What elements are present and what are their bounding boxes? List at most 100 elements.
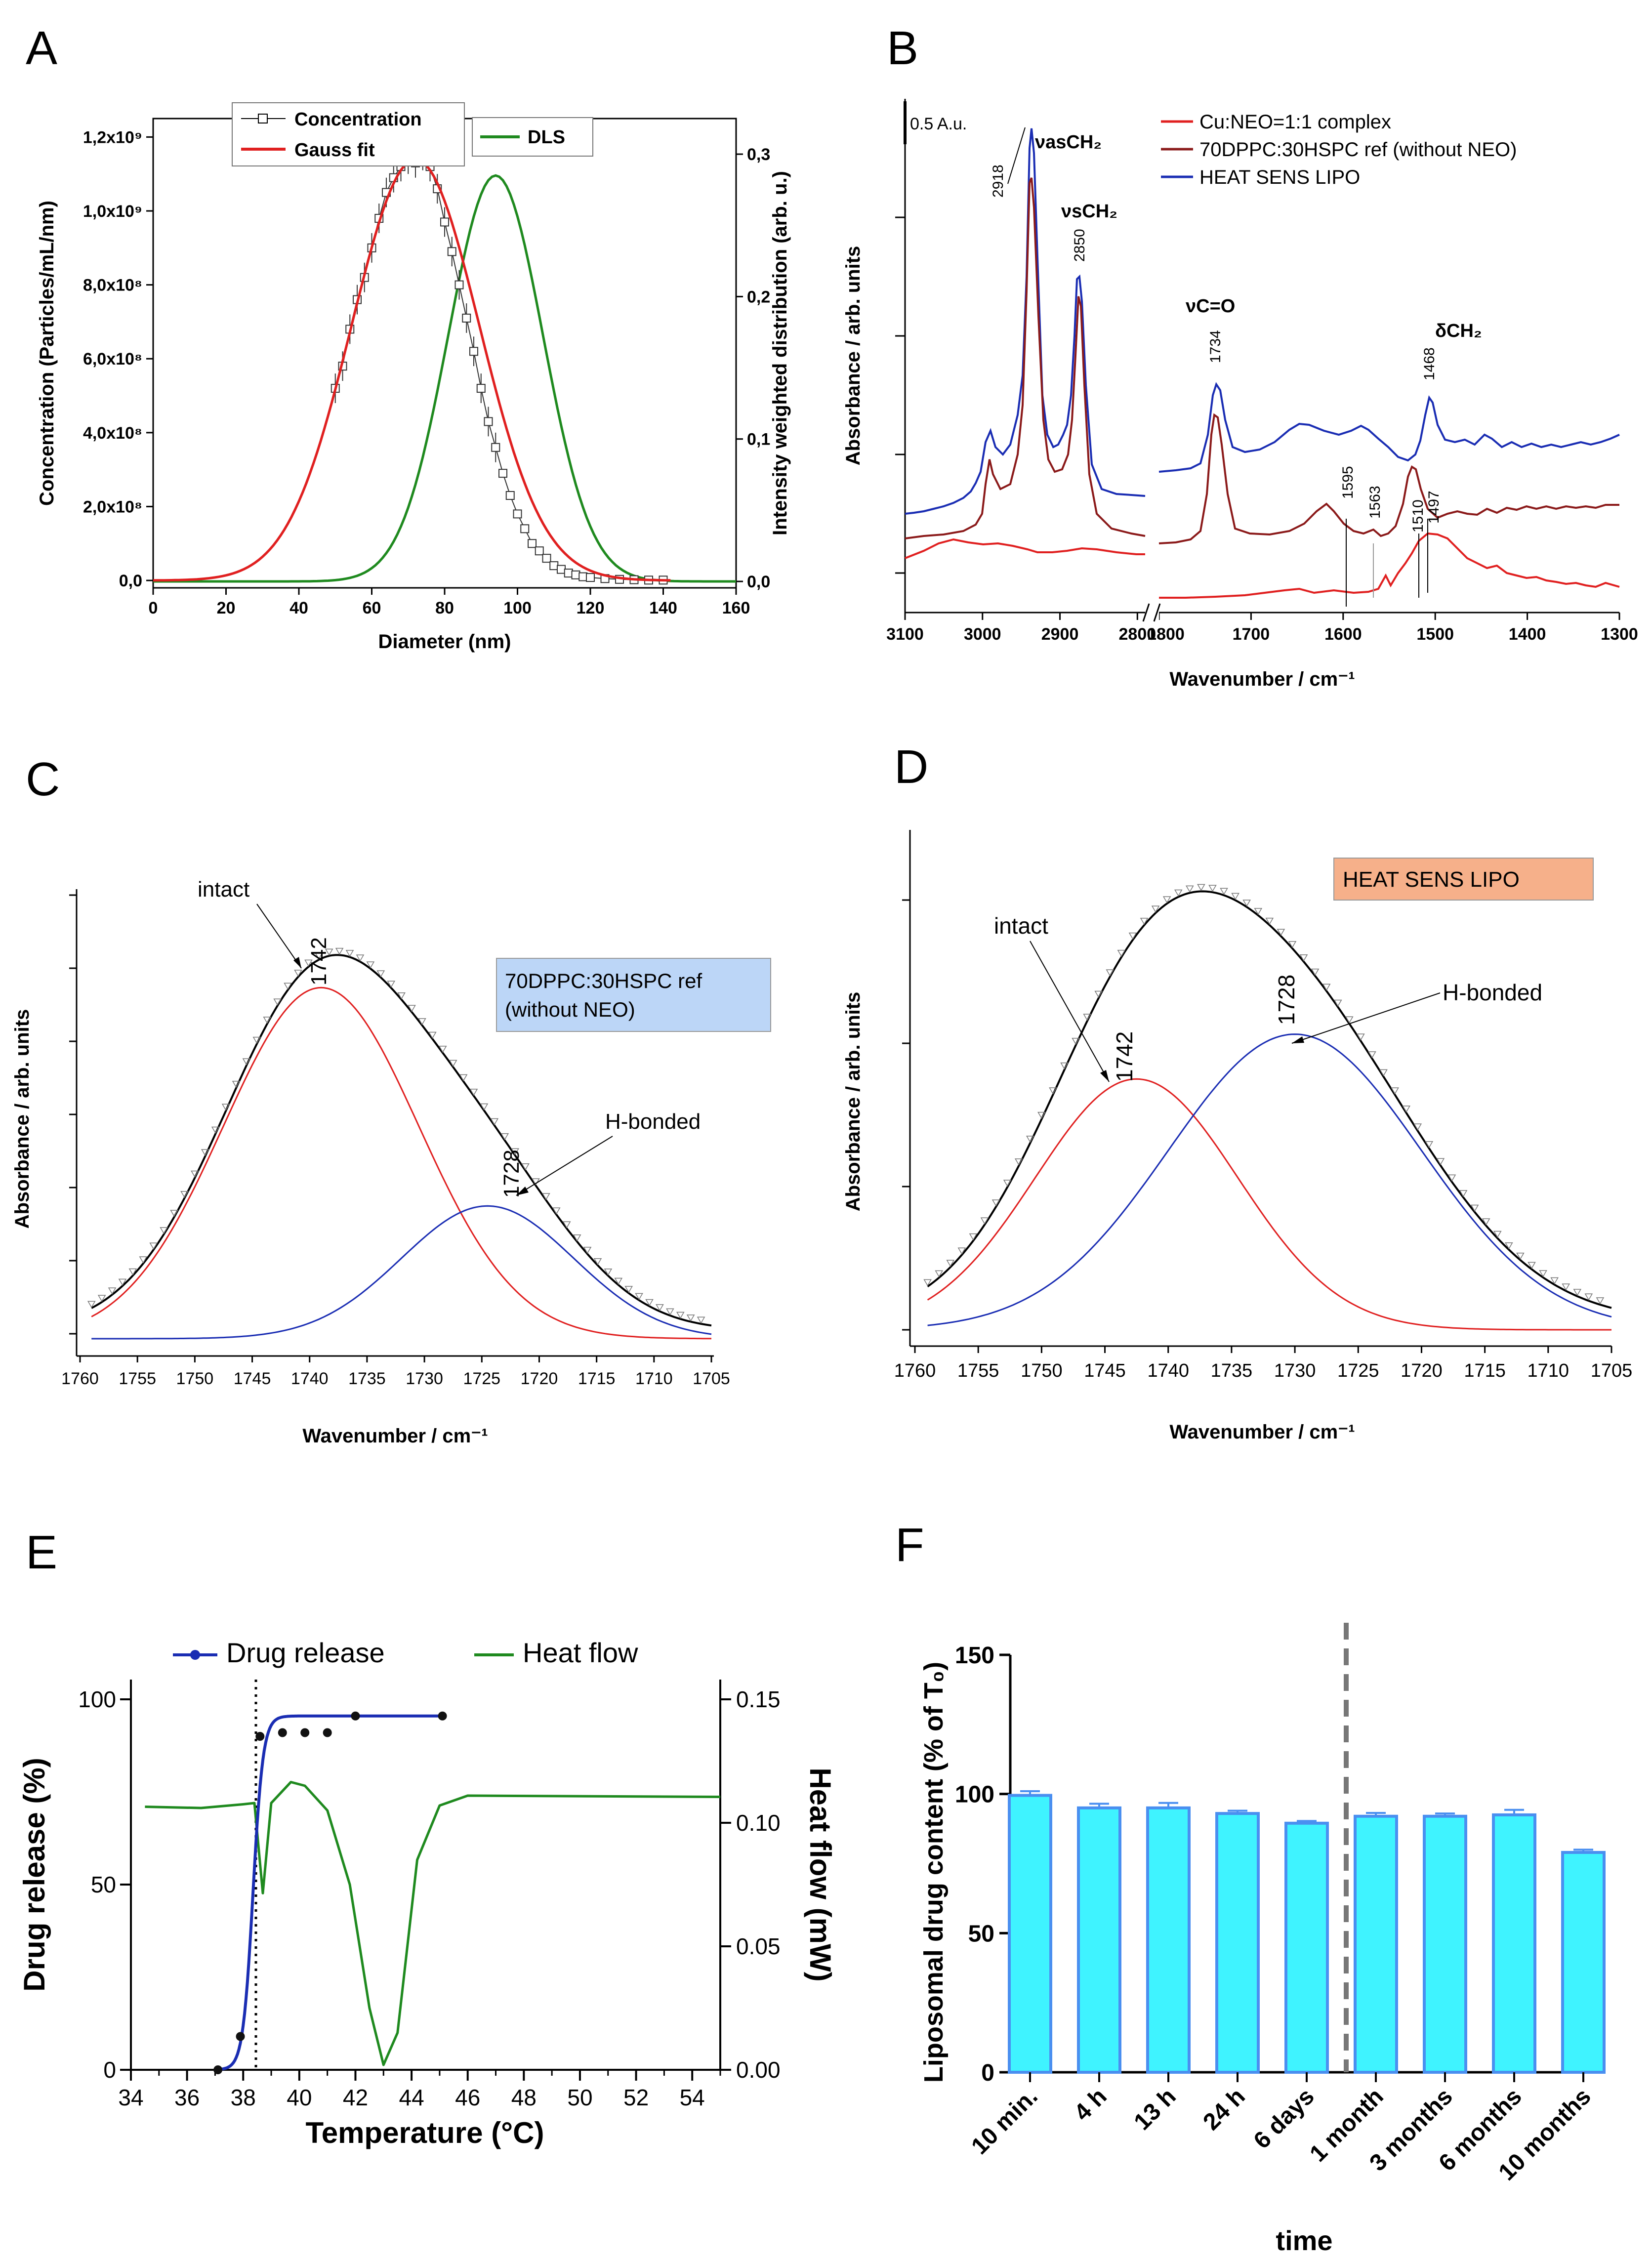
panel-e-y2-tick-label: 0.10 (736, 1810, 781, 1836)
panel-b-x-axis-title: Wavenumber / cm⁻¹ (1169, 668, 1355, 690)
concentration-point (578, 572, 588, 581)
panel-c-x-tick-label: 1755 (119, 1369, 156, 1388)
data-point (335, 947, 344, 955)
panel-c-sample-box (496, 958, 771, 1032)
panel-d-x-tick-label: 1720 (1401, 1360, 1443, 1381)
legend-gauss-label: Gauss fit (294, 140, 375, 161)
data-point (521, 1163, 530, 1171)
concentration-point (571, 570, 580, 579)
concentration-point (484, 417, 493, 426)
legend-cu-label: Cu:NEO=1:1 complex (1199, 111, 1391, 133)
data-point (397, 992, 406, 1000)
data-point (1368, 1051, 1376, 1059)
data-point (376, 970, 385, 978)
panel-a-y-tick-label: 4,0x10⁸ (83, 424, 142, 443)
panel-b-x-tick-label: 1800 (1147, 625, 1185, 644)
gauss-fit-curve (153, 158, 671, 582)
concentration-point (447, 247, 456, 256)
data-point (273, 998, 282, 1006)
peak-1497-label: 1497 (1426, 491, 1442, 524)
data-point (1528, 1262, 1536, 1269)
panel-d-series (923, 884, 1612, 1331)
panel-e-y2-tick-label: 0.05 (736, 1933, 781, 1959)
panel-a-x-tick-label: 20 (217, 599, 236, 617)
panel-a-x-axis-title: Diameter (nm) (378, 631, 511, 653)
legend-concentration-marker (258, 114, 268, 123)
panel-c-x-tick-label: 1750 (176, 1369, 214, 1388)
data-point (1186, 885, 1194, 893)
panel-f-x-tick-label: 4 h (1069, 2083, 1112, 2126)
dls-curve (153, 174, 736, 583)
panel-e-x-tick-label: 54 (680, 2085, 705, 2110)
panel-d-x-tick-label: 1750 (1021, 1360, 1063, 1381)
data-point (500, 1133, 509, 1141)
data-point (459, 1074, 468, 1081)
data-point (1014, 1158, 1023, 1166)
panel-a-y-ticks: 0,0 2,0x10⁸ 4,0x10⁸ 6,0x10⁸ 8,0x10⁸ 1,0x10⁹ 1,… (83, 128, 153, 590)
data-point (1539, 1270, 1547, 1277)
panel-b-peak-markers (1007, 127, 1428, 607)
data-point (97, 1295, 106, 1302)
data-point (1516, 1252, 1525, 1260)
panel-e-legend: Drug release Heat flow (173, 1637, 638, 1668)
panel-c-hbonded-arrow (516, 1136, 613, 1196)
panel-d-x-tick-label: 1745 (1084, 1360, 1126, 1381)
hbonded-component-curve (927, 1033, 1612, 1326)
data-point (170, 1210, 178, 1217)
panel-e-y2-tick-label: 0.15 (736, 1686, 781, 1712)
data-point (946, 1260, 955, 1267)
panel-f-x-tick-label: 13 h (1129, 2083, 1181, 2135)
panel-c-x-ticks: 1760 1755 1750 1745 1740 1735 1730 1725 1720 1715… (61, 1355, 730, 1388)
data-point (1413, 1123, 1422, 1131)
data-point (1254, 908, 1263, 915)
legend-release-label: Drug release (226, 1637, 385, 1668)
panel-e-x-tick-label: 52 (623, 2085, 649, 2110)
data-point (1299, 954, 1308, 962)
panel-e: E 34 36 38 40 42 44 46 48 50 52 54 0 50 100 0.00 0.05… (18, 1526, 837, 2149)
data-point (387, 981, 396, 988)
data-point (1003, 1180, 1012, 1187)
peak-1510-label: 1510 (1410, 499, 1426, 533)
panel-b-x-tick-label: 1700 (1233, 625, 1270, 644)
panel-c-peak-1728: 1728 (499, 1150, 524, 1198)
panel-e-y-ticks: 0 50 100 (78, 1686, 131, 2083)
bar-10-months (1561, 1850, 1606, 2074)
panel-f-y-tick-label: 100 (955, 1782, 994, 1808)
data-point (1333, 999, 1342, 1007)
panel-e-x-tick-label: 46 (455, 2085, 480, 2110)
panel-d-x-tick-label: 1735 (1211, 1360, 1253, 1381)
panel-a-y2-axis-title: Intensity weighted distribution (arb. u.… (769, 171, 791, 535)
panel-c-intact-label: intact (198, 877, 249, 902)
data-point (532, 1178, 540, 1186)
panel-d-peak-1728: 1728 (1274, 975, 1299, 1025)
panel-b-x-tick-label: 1300 (1601, 625, 1638, 644)
data-point (149, 1242, 158, 1250)
panel-a-x-tick-label: 140 (649, 599, 677, 617)
panel-d-intact-label: intact (994, 913, 1048, 939)
panel-d-x-tick-label: 1725 (1337, 1360, 1379, 1381)
data-point (1596, 1297, 1605, 1305)
panel-a-y2-ticks: 0,0 0,1 0,2 0,3 (736, 145, 770, 591)
data-point (480, 1103, 489, 1110)
legend-heat-label: Heat flow (523, 1637, 638, 1668)
panel-a-y-tick-label: 8,0x10⁸ (83, 276, 142, 295)
data-point (1311, 968, 1320, 976)
data-point (573, 1234, 581, 1242)
data-point (1505, 1242, 1513, 1250)
data-point (1083, 1014, 1091, 1021)
concentration-point (476, 384, 486, 393)
spectrum-cu-fingerprint (1159, 532, 1620, 599)
legend-concentration-label: Concentration (294, 109, 422, 130)
total-fit-curve (91, 954, 712, 1327)
panel-a-x-tick-label: 0 (149, 599, 158, 617)
data-point (1197, 884, 1205, 891)
data-point (1391, 1087, 1399, 1095)
panel-f-y-tick-label: 50 (968, 1921, 994, 1947)
panel-d-peak-1742: 1742 (1112, 1031, 1137, 1082)
data-point (923, 1279, 932, 1286)
panel-b-y-ticks (895, 216, 905, 574)
data-point (1470, 1204, 1479, 1212)
panel-e-x-tick-label: 48 (511, 2085, 537, 2110)
panel-c-x-tick-label: 1735 (348, 1369, 386, 1388)
panel-d-x-tick-label: 1710 (1528, 1360, 1569, 1381)
